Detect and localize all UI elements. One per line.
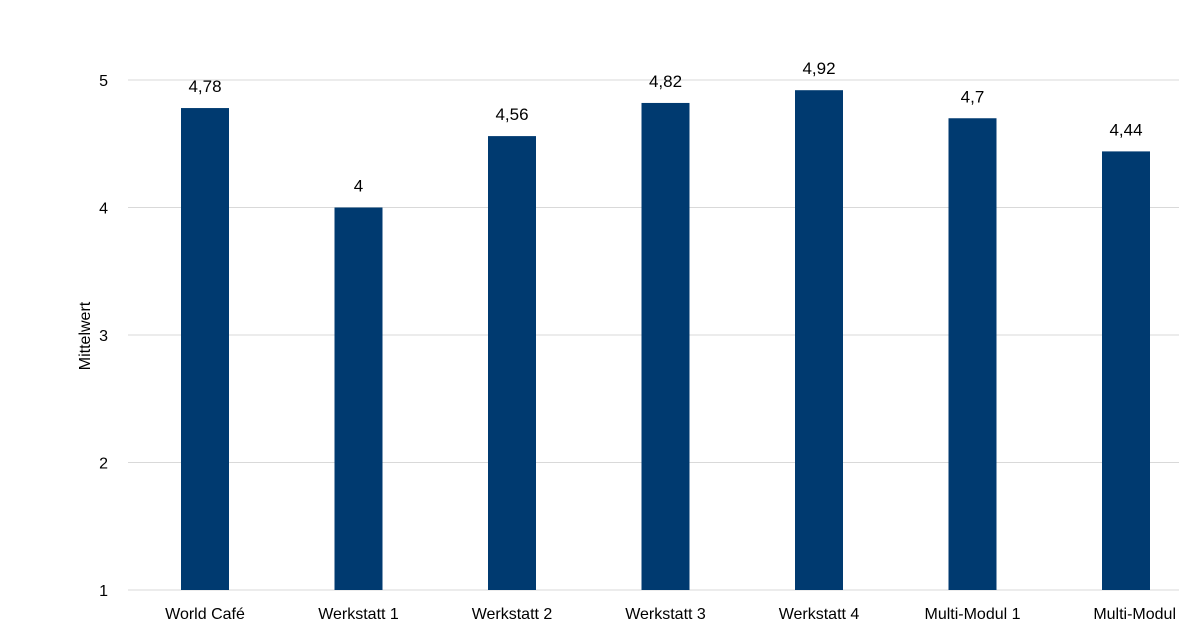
- bar: [1102, 151, 1150, 590]
- x-axis-ticks: World Café Werkstatt 1 Werkstatt 2 Werkstat…: [165, 606, 1176, 623]
- data-label: 4,92: [802, 59, 835, 78]
- y-tick-label: 4: [99, 201, 108, 218]
- bar: [181, 108, 229, 591]
- y-tick-label: 3: [99, 328, 108, 345]
- data-label: 4,78: [188, 77, 221, 96]
- y-tick-label: 2: [99, 456, 108, 473]
- bars: [181, 90, 1150, 591]
- y-axis-ticks: 1 2 3 4 5: [99, 73, 108, 600]
- data-label: 4,82: [649, 72, 682, 91]
- x-tick-label: Werkstatt 3: [625, 606, 706, 623]
- data-labels: 4,78 4 4,56 4,82 4,92 4,7 4,44: [188, 59, 1142, 195]
- x-tick-label: Werkstatt 2: [472, 606, 553, 623]
- x-tick-label: Werkstatt 4: [779, 606, 860, 623]
- x-tick-label: Multi-Modul: [1093, 606, 1176, 623]
- data-label: 4,56: [495, 105, 528, 124]
- bar: [334, 207, 383, 590]
- y-tick-label: 5: [99, 73, 108, 90]
- data-label: 4: [354, 177, 363, 196]
- y-tick-label: 1: [99, 583, 108, 600]
- y-axis-title: Mittelwert: [77, 301, 94, 370]
- x-tick-label: Multi-Modul 1: [924, 606, 1020, 623]
- bar: [488, 136, 536, 590]
- x-tick-label: World Café: [165, 606, 245, 623]
- x-tick-label: Werkstatt 1: [318, 606, 399, 623]
- bar: [948, 118, 997, 590]
- data-label: 4,7: [961, 87, 985, 106]
- bar: [795, 90, 843, 590]
- data-label: 4,44: [1109, 120, 1142, 139]
- bar: [641, 102, 690, 590]
